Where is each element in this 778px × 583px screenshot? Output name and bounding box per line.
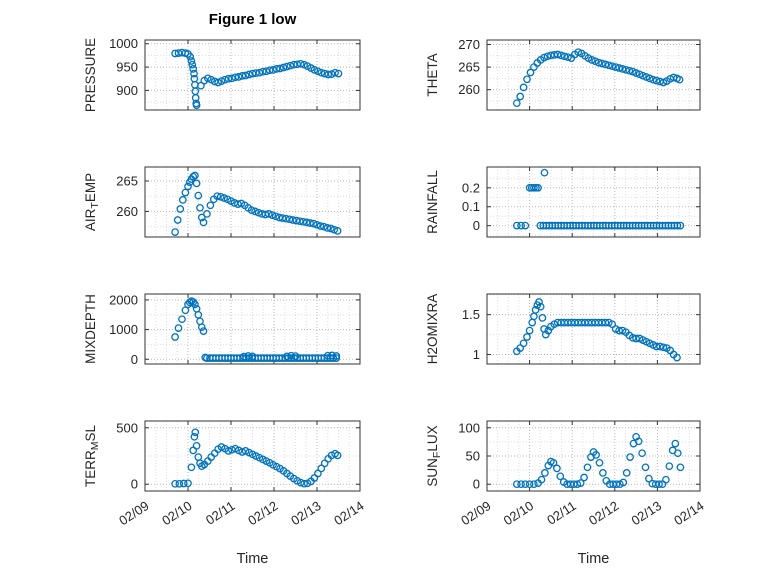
x-tick-label: 02/13 [629, 498, 664, 528]
y-tick-label: 0 [473, 477, 480, 492]
y-tick-label: 260 [116, 204, 138, 219]
data-points [512, 298, 681, 362]
subplot-rainfall: 0 0.1 0.2 RAINFALL [425, 166, 701, 238]
y-tick-label: 265 [116, 174, 138, 189]
subplot-mixdepth: 0 1000 2000 MIXDEPTH [83, 292, 361, 367]
xlabel-left: Time [236, 551, 269, 567]
y-tick-label: 2000 [109, 292, 138, 307]
y-axis-label: SUNFLUX [425, 425, 443, 486]
y-tick-label: 950 [116, 60, 138, 75]
subplot-h2omixra: 1 1.5 H2OMIXRA [425, 293, 701, 365]
y-axis-label: MIXDEPTH [83, 294, 98, 364]
x-tick-label: 02/11 [203, 498, 238, 528]
data-points [171, 297, 341, 362]
y-axis-label: RAINFALL [425, 170, 440, 234]
x-tick-label: 02/09 [458, 498, 493, 528]
x-tick-label: 02/10 [501, 498, 536, 528]
y-tick-label: 260 [458, 82, 480, 97]
data-points [171, 428, 342, 488]
figure-title: Figure 1 low [208, 11, 297, 28]
y-tick-label: 0.2 [462, 180, 480, 195]
subplot-sun-flux: 0 50 100 SUNFLUX 02/09 02/10 02/11 02/12 02/13 02… [425, 420, 707, 528]
data-points [171, 171, 342, 236]
y-tick-label: 270 [458, 37, 480, 52]
y-tick-label: 1000 [109, 322, 138, 337]
y-tick-label: 50 [466, 449, 480, 464]
x-tick-label: 02/12 [586, 498, 621, 528]
subplot-air-temp: 260 265 AIRTEMP [83, 166, 361, 238]
y-axis-label: H2OMIXRA [425, 294, 440, 365]
x-tick-label: 02/14 [671, 498, 706, 528]
y-tick-label: 0.1 [462, 199, 480, 214]
x-tick-label: 02/09 [116, 498, 151, 528]
data-points [512, 48, 684, 108]
data-points [512, 168, 685, 230]
xlabel-right: Time [577, 551, 610, 567]
y-tick-label: 1.5 [462, 307, 480, 322]
x-tick-label: 02/13 [288, 498, 323, 528]
y-tick-label: 1 [473, 347, 480, 362]
y-tick-label: 100 [458, 420, 480, 435]
y-tick-label: 0 [473, 218, 480, 233]
data-points [512, 432, 685, 489]
x-tick-label: 02/14 [331, 498, 366, 528]
data-points [171, 48, 343, 110]
subplot-pressure: 900 950 1000 PRESSURE [83, 36, 361, 112]
subplot-terr-msl: 0 500 TERRMSL 02/09 02/10 02/11 02/12 02/13 02/1… [83, 420, 367, 528]
y-tick-label: 500 [116, 420, 138, 435]
y-axis-label: TERRMSL [83, 425, 101, 488]
y-tick-label: 0 [131, 477, 138, 492]
subplot-theta: 260 265 270 THETA [425, 37, 701, 111]
y-axis-label: THETA [425, 53, 440, 96]
x-tick-label: 02/12 [245, 498, 280, 528]
x-tick-label: 02/10 [159, 498, 194, 528]
y-axis-label: PRESSURE [83, 38, 98, 112]
y-tick-label: 1000 [109, 36, 138, 51]
y-axis-label: AIRTEMP [83, 173, 101, 231]
x-tick-label: 02/11 [544, 498, 579, 528]
y-tick-label: 265 [458, 60, 480, 75]
y-tick-label: 0 [131, 352, 138, 367]
y-tick-label: 900 [116, 83, 138, 98]
